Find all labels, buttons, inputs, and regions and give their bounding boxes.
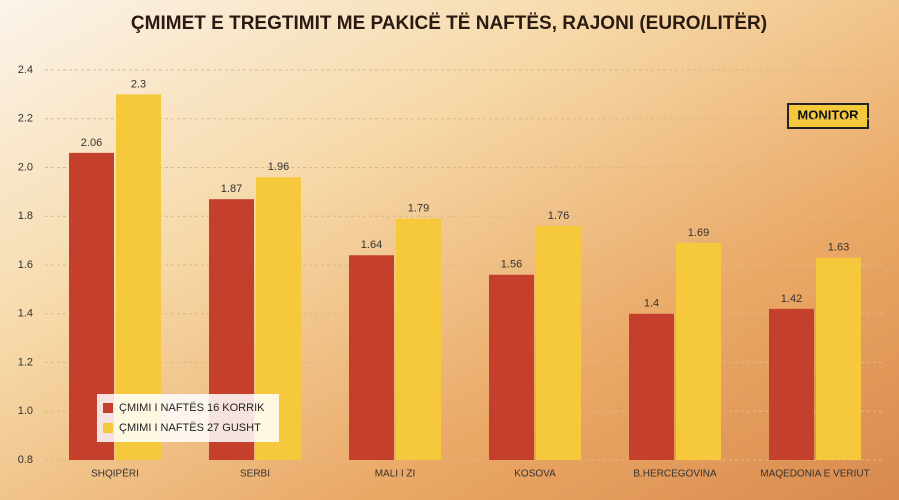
value-label: 1.96 bbox=[268, 161, 289, 173]
value-label: 1.56 bbox=[501, 259, 522, 271]
y-tick-label: 1.8 bbox=[18, 210, 33, 222]
bar bbox=[769, 308, 814, 460]
y-tick-label: 1.4 bbox=[18, 308, 33, 320]
value-label: 1.63 bbox=[828, 242, 849, 254]
bar bbox=[629, 313, 674, 460]
x-tick-label: MALI I ZI bbox=[375, 469, 416, 480]
bar bbox=[816, 257, 861, 460]
y-tick-label: 2.2 bbox=[18, 113, 33, 125]
bar bbox=[489, 274, 534, 460]
bar bbox=[536, 226, 581, 460]
legend-label: ÇMIMI I NAFTËS 27 GUSHT bbox=[119, 422, 261, 434]
value-label: 1.4 bbox=[644, 298, 659, 310]
x-tick-label: B.HERCEGOVINA bbox=[633, 469, 717, 480]
x-tick-label: KOSOVA bbox=[514, 469, 556, 480]
y-tick-label: 0.8 bbox=[18, 454, 33, 466]
y-tick-label: 2.0 bbox=[18, 161, 33, 173]
value-label: 1.64 bbox=[361, 239, 382, 251]
legend-label: ÇMIMI I NAFTËS 16 KORRIK bbox=[119, 402, 265, 414]
bar bbox=[349, 255, 394, 460]
y-tick-label: 1.2 bbox=[18, 356, 33, 368]
value-label: 1.69 bbox=[688, 227, 709, 239]
bar bbox=[676, 243, 721, 460]
bar bbox=[396, 218, 441, 460]
chart-title: ÇMIMET E TREGTIMIT ME PAKICË TË NAFTËS, … bbox=[131, 13, 767, 34]
x-tick-label: SERBI bbox=[240, 469, 270, 480]
brand-logo: MONITOR bbox=[797, 107, 859, 122]
value-label: 1.87 bbox=[221, 183, 242, 195]
legend-swatch bbox=[103, 403, 113, 413]
value-label: 2.06 bbox=[81, 137, 102, 149]
x-tick-label: SHQIPËRI bbox=[91, 468, 139, 480]
value-label: 1.79 bbox=[408, 203, 429, 215]
x-tick-label: MAQEDONIA E VERIUT bbox=[760, 469, 869, 480]
legend-swatch bbox=[103, 423, 113, 433]
y-tick-label: 2.4 bbox=[18, 64, 33, 76]
value-label: 2.3 bbox=[131, 78, 146, 90]
y-tick-label: 1.6 bbox=[18, 259, 33, 271]
y-tick-label: 1.0 bbox=[18, 405, 33, 417]
brand-box bbox=[787, 103, 869, 129]
legend-box bbox=[97, 394, 279, 442]
value-label: 1.42 bbox=[781, 293, 802, 305]
value-label: 1.76 bbox=[548, 210, 569, 222]
